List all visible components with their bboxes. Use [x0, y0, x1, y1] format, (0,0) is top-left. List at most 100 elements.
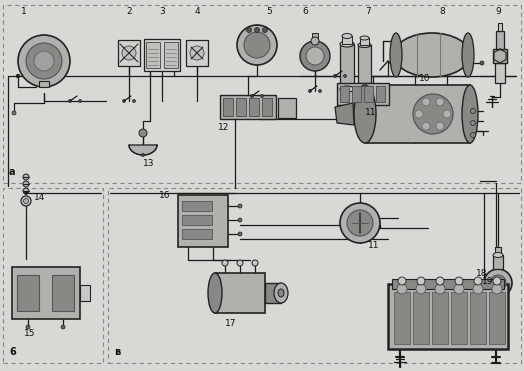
Circle shape	[237, 25, 277, 65]
Circle shape	[416, 284, 426, 294]
Bar	[182, 229, 212, 239]
Bar	[3, 188, 103, 363]
Ellipse shape	[462, 33, 474, 77]
Bar	[352, 86, 361, 102]
Bar	[215, 273, 265, 313]
Polygon shape	[129, 145, 157, 155]
Circle shape	[455, 277, 463, 285]
Bar	[17, 275, 39, 311]
Bar	[413, 292, 429, 344]
Circle shape	[18, 35, 70, 87]
Circle shape	[23, 174, 29, 180]
Bar	[360, 38, 369, 45]
Bar	[108, 188, 521, 363]
Circle shape	[26, 43, 62, 79]
Bar	[342, 36, 352, 44]
Circle shape	[415, 110, 423, 118]
Bar	[52, 275, 74, 311]
Ellipse shape	[390, 33, 402, 77]
Text: 6: 6	[302, 7, 308, 16]
Circle shape	[436, 122, 444, 130]
Bar	[495, 247, 501, 255]
Circle shape	[260, 95, 264, 98]
Circle shape	[79, 99, 82, 102]
Bar	[186, 40, 208, 66]
Bar	[164, 42, 178, 68]
Circle shape	[34, 51, 54, 71]
Bar	[236, 98, 246, 116]
Circle shape	[340, 203, 380, 243]
Bar	[144, 39, 180, 71]
Ellipse shape	[354, 85, 376, 143]
Circle shape	[237, 260, 243, 266]
Bar	[220, 95, 276, 119]
Text: 3: 3	[159, 7, 165, 16]
Circle shape	[23, 188, 29, 194]
Circle shape	[23, 181, 29, 187]
Circle shape	[300, 41, 330, 71]
Ellipse shape	[462, 85, 478, 143]
Text: 17: 17	[225, 318, 237, 328]
Bar	[388, 284, 508, 349]
Circle shape	[190, 46, 204, 60]
Ellipse shape	[360, 36, 369, 40]
Bar	[12, 267, 80, 319]
Circle shape	[417, 277, 425, 285]
Circle shape	[471, 132, 475, 138]
Text: 18: 18	[476, 269, 488, 278]
Circle shape	[471, 108, 475, 114]
Bar	[312, 33, 318, 41]
Circle shape	[311, 37, 319, 45]
Circle shape	[244, 32, 270, 58]
Circle shape	[24, 198, 28, 204]
Circle shape	[484, 269, 512, 297]
Circle shape	[436, 98, 444, 106]
Circle shape	[493, 277, 501, 285]
Circle shape	[21, 196, 31, 206]
Circle shape	[141, 154, 145, 157]
Ellipse shape	[358, 43, 371, 47]
Bar	[496, 31, 504, 49]
Circle shape	[26, 325, 30, 329]
Bar	[182, 201, 212, 211]
Text: 19: 19	[482, 276, 494, 286]
Circle shape	[222, 260, 228, 266]
Bar	[376, 86, 385, 102]
Circle shape	[333, 75, 336, 78]
Bar	[340, 44, 354, 89]
Circle shape	[61, 325, 65, 329]
Circle shape	[443, 110, 451, 118]
Circle shape	[309, 89, 311, 92]
Bar	[265, 283, 281, 303]
Text: 13: 13	[143, 158, 155, 167]
Bar	[118, 40, 140, 66]
Circle shape	[471, 121, 475, 125]
Circle shape	[250, 95, 254, 98]
Ellipse shape	[278, 289, 284, 297]
Circle shape	[139, 129, 147, 137]
Circle shape	[263, 27, 267, 33]
Bar	[364, 86, 373, 102]
Text: 9: 9	[495, 7, 501, 16]
Bar	[3, 5, 521, 183]
Bar	[178, 195, 228, 247]
Bar	[432, 292, 448, 344]
Bar	[489, 292, 505, 344]
Circle shape	[473, 284, 483, 294]
Circle shape	[25, 191, 27, 194]
Circle shape	[480, 61, 484, 65]
Bar	[340, 86, 349, 102]
Ellipse shape	[340, 41, 354, 47]
Circle shape	[344, 75, 346, 78]
Text: 4: 4	[194, 7, 200, 16]
Text: 10: 10	[419, 73, 431, 82]
Circle shape	[133, 99, 136, 102]
Circle shape	[435, 284, 445, 294]
Bar	[392, 279, 504, 289]
Text: а: а	[9, 167, 16, 177]
Ellipse shape	[394, 33, 470, 77]
Bar	[80, 285, 90, 301]
Text: 16: 16	[158, 190, 170, 200]
Text: 2: 2	[126, 7, 132, 16]
Bar	[249, 98, 259, 116]
